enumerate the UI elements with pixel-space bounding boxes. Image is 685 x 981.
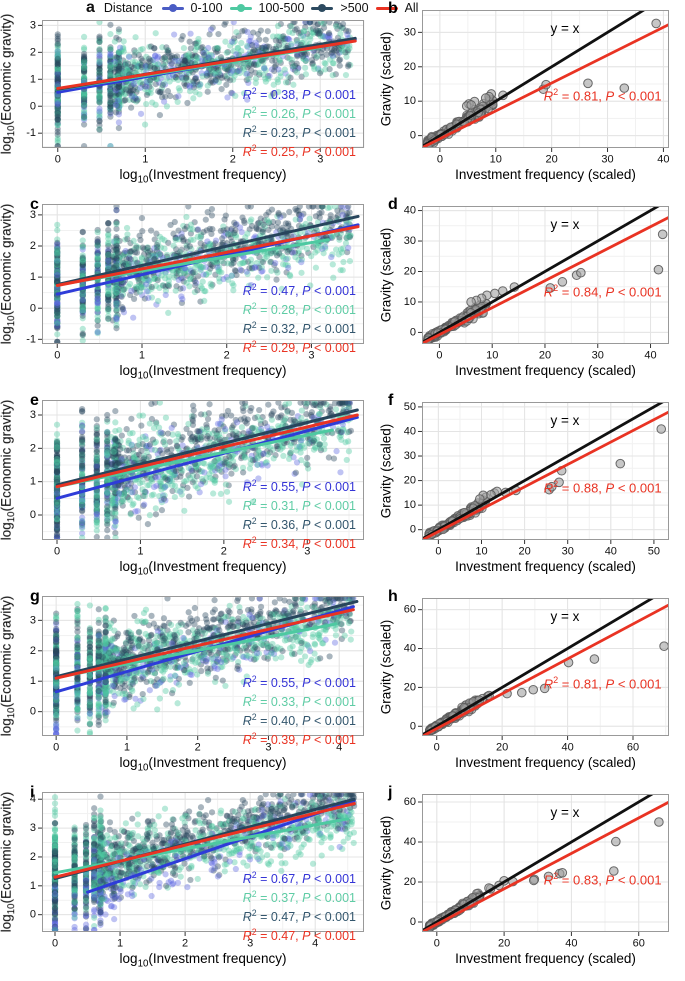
- stat-line--500: R2 = 0.23, P < 0.001: [242, 124, 356, 141]
- stat-line-All: R2 = 0.34, P < 0.001: [242, 535, 356, 552]
- panel-d: d Gravity (scaled) Investment frequency (s…: [378, 196, 685, 392]
- y-axis-label: Gravity (scaled): [378, 423, 394, 519]
- y-axis-label: Gravity (scaled): [378, 619, 394, 715]
- stat-line-100-500: R2 = 0.31, P < 0.001: [242, 497, 356, 514]
- legend-key-navy-icon: [311, 3, 334, 13]
- panel-i: ilog10(Economic gravity)log10(Investment…: [0, 784, 380, 980]
- fit-stat-annotation: R2 = 0.84, P < 0.001: [543, 283, 662, 300]
- panel-letter: a: [86, 0, 95, 16]
- y-axis-label: log10(Economic gravity): [0, 203, 18, 345]
- panel-j: j Gravity (scaled) Investment frequency (s…: [378, 784, 685, 980]
- fit-stat-annotation: R2 = 0.81, P < 0.001: [543, 675, 662, 692]
- y-axis-label: Gravity (scaled): [378, 815, 394, 911]
- stats-annotations: R2 = 0.47, P < 0.001 R2 = 0.28, P < 0.001…: [42, 280, 356, 357]
- scatter-plot-canvas: [14, 196, 376, 370]
- legend-line-swatch: [375, 7, 398, 10]
- legend-dot-swatch: [318, 4, 327, 12]
- x-axis-label: log10(Investment frequency): [119, 363, 287, 382]
- legend-item-label: >500: [340, 1, 369, 15]
- panel-b: b Gravity (scaled) Investment frequency (s…: [378, 0, 685, 196]
- stat-line-All: R2 = 0.25, P < 0.001: [242, 143, 356, 160]
- stat-line-All: R2 = 0.39, P < 0.001: [242, 731, 356, 748]
- stats-annotations: R2 = 0.55, P < 0.001 R2 = 0.31, P < 0.001…: [42, 476, 356, 553]
- y-axis-label: log10(Economic gravity): [0, 399, 18, 541]
- panel-letter: h: [388, 588, 398, 605]
- y-axis-label: log10(Economic gravity): [0, 791, 18, 933]
- fit-stat-annotation: R2 = 0.88, P < 0.001: [543, 479, 662, 496]
- identity-line-label: y = x: [550, 805, 580, 821]
- identity-line-label: y = x: [550, 413, 580, 429]
- panel-letter: f: [388, 392, 394, 409]
- scatter-plot-canvas: [14, 784, 376, 958]
- x-axis-label: log10(Investment frequency): [119, 167, 287, 186]
- scatter-plot-canvas: [396, 588, 679, 762]
- stat-line-0-100: R2 = 0.38, P < 0.001: [242, 86, 356, 103]
- panel-c: clog10(Economic gravity)log10(Investment…: [0, 196, 380, 392]
- identity-line-label: y = x: [550, 609, 580, 625]
- stat-line-0-100: R2 = 0.47, P < 0.001: [242, 282, 356, 299]
- panel-letter: d: [388, 196, 398, 213]
- legend-dot-swatch: [168, 4, 177, 12]
- stats-annotations: R2 = 0.67, P < 0.001 R2 = 0.37, P < 0.001…: [42, 868, 356, 945]
- stat-line-0-100: R2 = 0.55, P < 0.001: [242, 478, 356, 495]
- legend-title: Distance: [103, 1, 153, 15]
- identity-line-label: y = x: [550, 217, 580, 233]
- stat-line--500: R2 = 0.47, P < 0.001: [242, 908, 356, 925]
- x-axis-label: log10(Investment frequency): [119, 951, 287, 970]
- legend-item-label: 0-100: [190, 1, 223, 15]
- fit-stat-annotation: R2 = 0.83, P < 0.001: [543, 871, 662, 888]
- legend-key-teal-icon: [229, 3, 252, 13]
- x-axis-label: Investment frequency (scaled): [455, 755, 636, 770]
- scatter-plot-canvas: [396, 392, 679, 566]
- x-axis-label: Investment frequency (scaled): [455, 951, 636, 966]
- x-axis-label: Investment frequency (scaled): [455, 167, 636, 182]
- panel-e: elog10(Economic gravity)log10(Investment…: [0, 392, 380, 588]
- stat-line--500: R2 = 0.36, P < 0.001: [242, 516, 356, 533]
- stat-line-100-500: R2 = 0.33, P < 0.001: [242, 693, 356, 710]
- stats-annotations: R2 = 0.55, P < 0.001 R2 = 0.33, P < 0.001…: [42, 672, 356, 749]
- panel-letter: b: [388, 0, 398, 17]
- panel-a: aDistance0-100100-500>500Alllog10(Econom…: [0, 0, 418, 196]
- scatter-plot-canvas: [396, 196, 679, 370]
- stat-line-100-500: R2 = 0.28, P < 0.001: [242, 301, 356, 318]
- scatter-plot-canvas: [396, 0, 679, 174]
- y-axis-label: Gravity (scaled): [378, 31, 394, 127]
- stat-line-100-500: R2 = 0.37, P < 0.001: [242, 889, 356, 906]
- y-axis-label: log10(Economic gravity): [0, 595, 18, 737]
- identity-line-label: y = x: [550, 21, 580, 37]
- stats-annotations: R2 = 0.38, P < 0.001 R2 = 0.26, P < 0.001…: [42, 84, 356, 161]
- legend-dot-swatch: [236, 4, 245, 12]
- stat-line-0-100: R2 = 0.55, P < 0.001: [242, 674, 356, 691]
- x-axis-label: Investment frequency (scaled): [455, 559, 636, 574]
- scatter-plot-canvas: [396, 784, 679, 958]
- scatter-plot-canvas: [14, 588, 376, 762]
- stat-line-100-500: R2 = 0.26, P < 0.001: [242, 105, 356, 122]
- legend-key-red-icon: [375, 3, 398, 13]
- stat-line-All: R2 = 0.29, P < 0.001: [242, 339, 356, 356]
- stat-line-All: R2 = 0.47, P < 0.001: [242, 927, 356, 944]
- legend-key-blue-icon: [161, 3, 184, 13]
- stat-line-0-100: R2 = 0.67, P < 0.001: [242, 870, 356, 887]
- panel-f: f Gravity (scaled) Investment frequency (s…: [378, 392, 685, 588]
- stat-line--500: R2 = 0.32, P < 0.001: [242, 320, 356, 337]
- y-axis-label: Gravity (scaled): [378, 227, 394, 323]
- x-axis-label: Investment frequency (scaled): [455, 363, 636, 378]
- scatter-plot-canvas: [14, 16, 376, 174]
- y-axis-label: log10(Economic gravity): [0, 13, 18, 155]
- legend-item-label: 100-500: [258, 1, 305, 15]
- panel-g: glog10(Economic gravity)log10(Investment…: [0, 588, 380, 784]
- stat-line--500: R2 = 0.40, P < 0.001: [242, 712, 356, 729]
- fit-stat-annotation: R2 = 0.81, P < 0.001: [543, 87, 662, 104]
- scatter-plot-canvas: [14, 392, 376, 566]
- panel-h: h Gravity (scaled) Investment frequency (s…: [378, 588, 685, 784]
- panel-letter: j: [388, 784, 393, 801]
- x-axis-label: log10(Investment frequency): [119, 559, 287, 578]
- x-axis-label: log10(Investment frequency): [119, 755, 287, 774]
